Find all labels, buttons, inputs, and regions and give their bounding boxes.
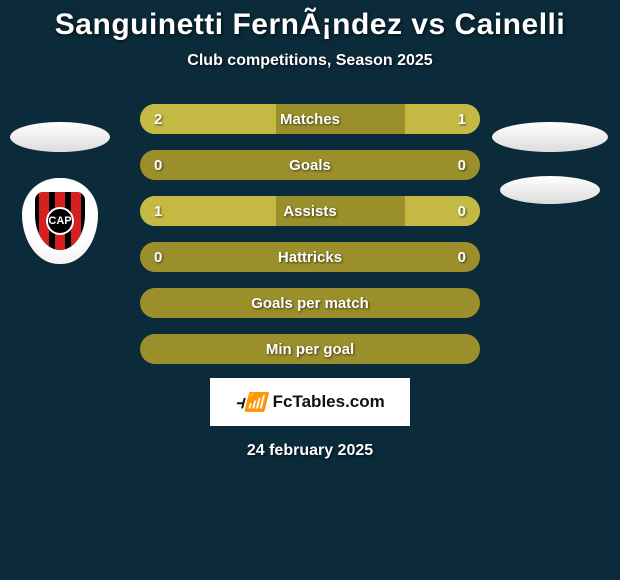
page-title: Sanguinetti FernÃ¡ndez vs Cainelli <box>55 8 565 42</box>
stat-row: 00Hattricks <box>140 242 480 272</box>
watermark-text: FcTables.com <box>273 392 385 412</box>
team-placeholder-left <box>10 122 110 152</box>
crest-label: CAP <box>46 207 74 235</box>
stat-row: Min per goal <box>140 334 480 364</box>
stat-label: Assists <box>140 196 480 226</box>
subtitle: Club competitions, Season 2025 <box>187 52 432 70</box>
team-placeholder-right <box>492 122 608 152</box>
stat-row: Goals per match <box>140 288 480 318</box>
chart-icon: ⫞📶 <box>235 392 266 413</box>
team-placeholder-right <box>500 176 600 204</box>
stat-label: Goals per match <box>140 288 480 318</box>
watermark: ⫞📶 FcTables.com <box>210 378 410 426</box>
date-label: 24 february 2025 <box>247 442 373 460</box>
stat-label: Matches <box>140 104 480 134</box>
stat-label: Min per goal <box>140 334 480 364</box>
stat-row: 00Goals <box>140 150 480 180</box>
stat-label: Goals <box>140 150 480 180</box>
shield-icon: CAP <box>35 192 85 250</box>
stat-label: Hattricks <box>140 242 480 272</box>
team-crest-left: CAP <box>22 178 98 264</box>
stat-row: 10Assists <box>140 196 480 226</box>
stat-row: 21Matches <box>140 104 480 134</box>
